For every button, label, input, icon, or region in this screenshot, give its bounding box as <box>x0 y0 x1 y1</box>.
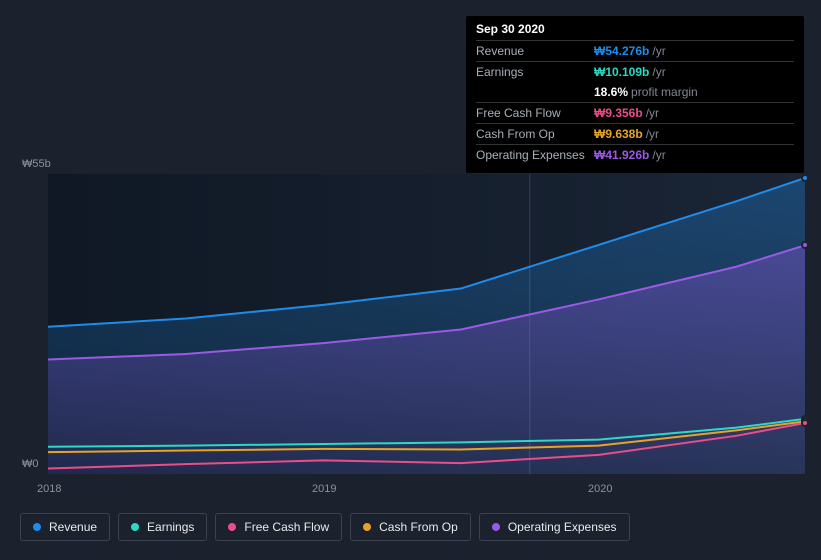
tooltip-row-value: ₩41.926b/yr <box>594 147 666 163</box>
tooltip-row: Revenue₩54.276b/yr <box>476 40 794 61</box>
legend-item[interactable]: Free Cash Flow <box>215 513 342 541</box>
tooltip-row: Earnings₩10.109b/yr <box>476 61 794 82</box>
chart-legend: Revenue Earnings Free Cash Flow Cash From O… <box>20 513 630 541</box>
series-end-marker <box>801 241 809 249</box>
tooltip-row: Cash From Op₩9.638b/yr <box>476 123 794 144</box>
tooltip-row: Free Cash Flow₩9.356b/yr <box>476 102 794 123</box>
legend-swatch <box>228 523 236 531</box>
tooltip-row-label: Cash From Op <box>476 126 594 142</box>
tooltip-title: Sep 30 2020 <box>476 22 794 40</box>
tooltip-row-value: ₩9.638b/yr <box>594 126 659 142</box>
chart-plot-area[interactable] <box>48 174 805 474</box>
tooltip-row-value: ₩9.356b/yr <box>594 105 659 121</box>
legend-label: Revenue <box>49 520 97 534</box>
legend-swatch <box>492 523 500 531</box>
legend-item[interactable]: Operating Expenses <box>479 513 630 541</box>
legend-label: Free Cash Flow <box>244 520 329 534</box>
tooltip-row-label: Free Cash Flow <box>476 105 594 121</box>
series-end-marker <box>801 419 809 427</box>
tooltip-row: 18.6%profit margin <box>476 82 794 102</box>
y-axis-label: ₩55b <box>22 158 51 170</box>
tooltip-row-label: Revenue <box>476 43 594 59</box>
legend-label: Earnings <box>147 520 194 534</box>
series-end-marker <box>801 174 809 182</box>
legend-label: Operating Expenses <box>508 520 617 534</box>
x-axis-label: 2019 <box>312 483 336 495</box>
tooltip-row-label: Operating Expenses <box>476 147 594 163</box>
x-axis-label: 2020 <box>588 483 612 495</box>
legend-item[interactable]: Revenue <box>20 513 110 541</box>
y-axis-label: ₩0 <box>22 458 39 470</box>
legend-swatch <box>33 523 41 531</box>
tooltip-row: Operating Expenses₩41.926b/yr <box>476 144 794 165</box>
x-axis-label: 2018 <box>37 483 61 495</box>
legend-item[interactable]: Cash From Op <box>350 513 471 541</box>
legend-swatch <box>363 523 371 531</box>
chart-svg <box>48 174 805 474</box>
legend-item[interactable]: Earnings <box>118 513 207 541</box>
tooltip-row-label: Earnings <box>476 64 594 80</box>
tooltip-row-value: ₩54.276b/yr <box>594 43 666 59</box>
legend-label: Cash From Op <box>379 520 458 534</box>
tooltip-row-label <box>476 84 594 100</box>
chart-tooltip: Sep 30 2020 Revenue₩54.276b/yrEarnings₩1… <box>466 16 804 173</box>
tooltip-row-value: ₩10.109b/yr <box>594 64 666 80</box>
legend-swatch <box>131 523 139 531</box>
tooltip-row-value: 18.6%profit margin <box>594 84 698 100</box>
